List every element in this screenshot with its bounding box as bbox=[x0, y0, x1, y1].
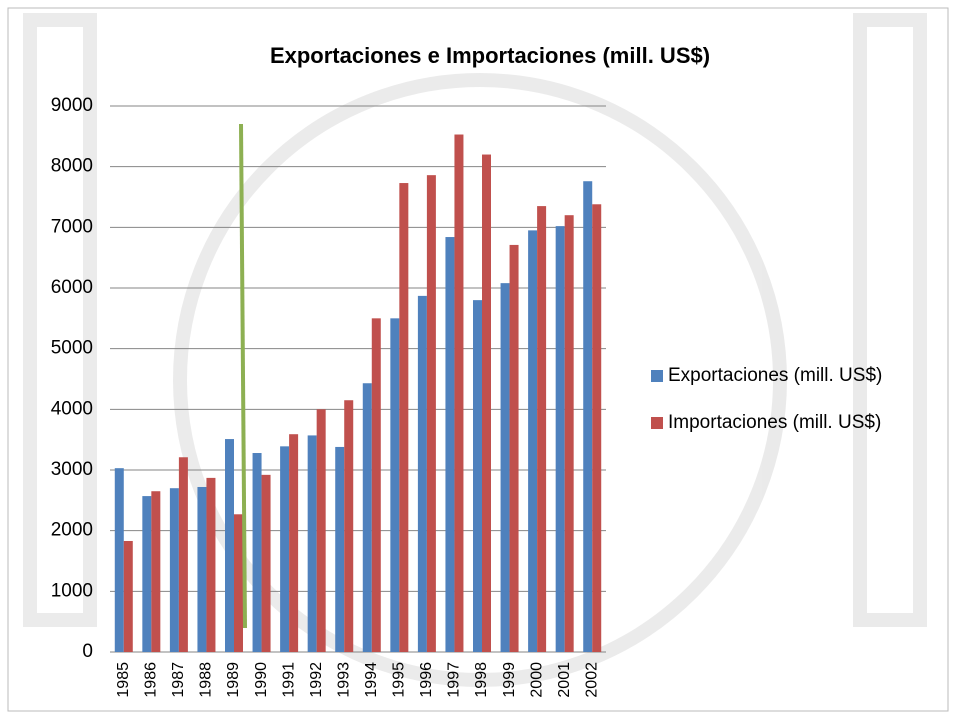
y-tick-label: 7000 bbox=[51, 216, 93, 237]
y-tick-label: 4000 bbox=[51, 398, 93, 419]
x-tick-label: 1988 bbox=[198, 662, 215, 698]
bar bbox=[418, 296, 427, 652]
x-tick-label: 1994 bbox=[363, 662, 380, 698]
x-tick-label: 1986 bbox=[143, 662, 160, 698]
y-tick-label: 8000 bbox=[51, 156, 93, 177]
x-tick-label: 2000 bbox=[528, 662, 545, 698]
bar bbox=[262, 475, 271, 652]
x-tick-label: 1987 bbox=[170, 662, 187, 698]
x-tick-label: 1990 bbox=[253, 662, 270, 698]
bar bbox=[225, 439, 234, 652]
bar bbox=[473, 300, 482, 652]
legend-label: Importaciones (mill. US$) bbox=[668, 412, 881, 433]
bar bbox=[482, 155, 491, 652]
legend-swatch bbox=[651, 417, 663, 429]
bar bbox=[280, 446, 289, 652]
bar bbox=[253, 453, 262, 652]
x-tick-label: 2002 bbox=[583, 662, 600, 698]
x-tick-label: 1996 bbox=[418, 662, 435, 698]
bar bbox=[390, 318, 399, 652]
bar bbox=[308, 435, 317, 652]
bar bbox=[317, 409, 326, 652]
x-tick-label: 2001 bbox=[556, 662, 573, 698]
bar bbox=[501, 283, 510, 652]
bar bbox=[197, 487, 206, 652]
x-tick-label: 1995 bbox=[391, 662, 408, 698]
bar bbox=[454, 135, 463, 652]
bar bbox=[206, 478, 215, 652]
x-tick-label: 1999 bbox=[501, 662, 518, 698]
y-tick-label: 5000 bbox=[51, 338, 93, 359]
legend-label: Exportaciones (mill. US$) bbox=[668, 365, 882, 386]
bar bbox=[151, 491, 160, 652]
bar bbox=[344, 400, 353, 652]
bar bbox=[234, 514, 243, 652]
bar bbox=[289, 434, 298, 652]
y-tick-label: 9000 bbox=[51, 95, 93, 116]
bar bbox=[170, 488, 179, 652]
bar bbox=[445, 237, 454, 652]
bar bbox=[556, 226, 565, 652]
bar bbox=[510, 245, 519, 652]
bar bbox=[528, 230, 537, 652]
x-tick-label: 1997 bbox=[446, 662, 463, 698]
x-tick-label: 1992 bbox=[308, 662, 325, 698]
y-tick-label: 2000 bbox=[51, 520, 93, 541]
x-tick-label: 1989 bbox=[225, 662, 242, 698]
y-tick-label: 6000 bbox=[51, 277, 93, 298]
x-tick-label: 1993 bbox=[335, 662, 352, 698]
legend-swatch bbox=[651, 370, 663, 382]
x-tick-label: 1985 bbox=[115, 662, 132, 698]
chart: Exportaciones e Importaciones (mill. US$… bbox=[0, 0, 956, 719]
y-tick-label: 3000 bbox=[51, 459, 93, 480]
x-tick-label: 1998 bbox=[473, 662, 490, 698]
bar bbox=[537, 206, 546, 652]
bar bbox=[124, 541, 133, 652]
bar bbox=[363, 383, 372, 652]
y-tick-label: 1000 bbox=[51, 580, 93, 601]
bar bbox=[565, 215, 574, 652]
x-tick-label: 1991 bbox=[280, 662, 297, 698]
bar bbox=[179, 457, 188, 652]
bar bbox=[372, 318, 381, 652]
bar bbox=[427, 175, 436, 652]
bar bbox=[592, 204, 601, 652]
chart-title: Exportaciones e Importaciones (mill. US$… bbox=[270, 43, 710, 68]
bar bbox=[142, 496, 151, 652]
bar bbox=[115, 468, 124, 652]
bar bbox=[399, 183, 408, 652]
y-tick-label: 0 bbox=[82, 641, 93, 662]
bar bbox=[335, 447, 344, 652]
bar bbox=[583, 181, 592, 652]
